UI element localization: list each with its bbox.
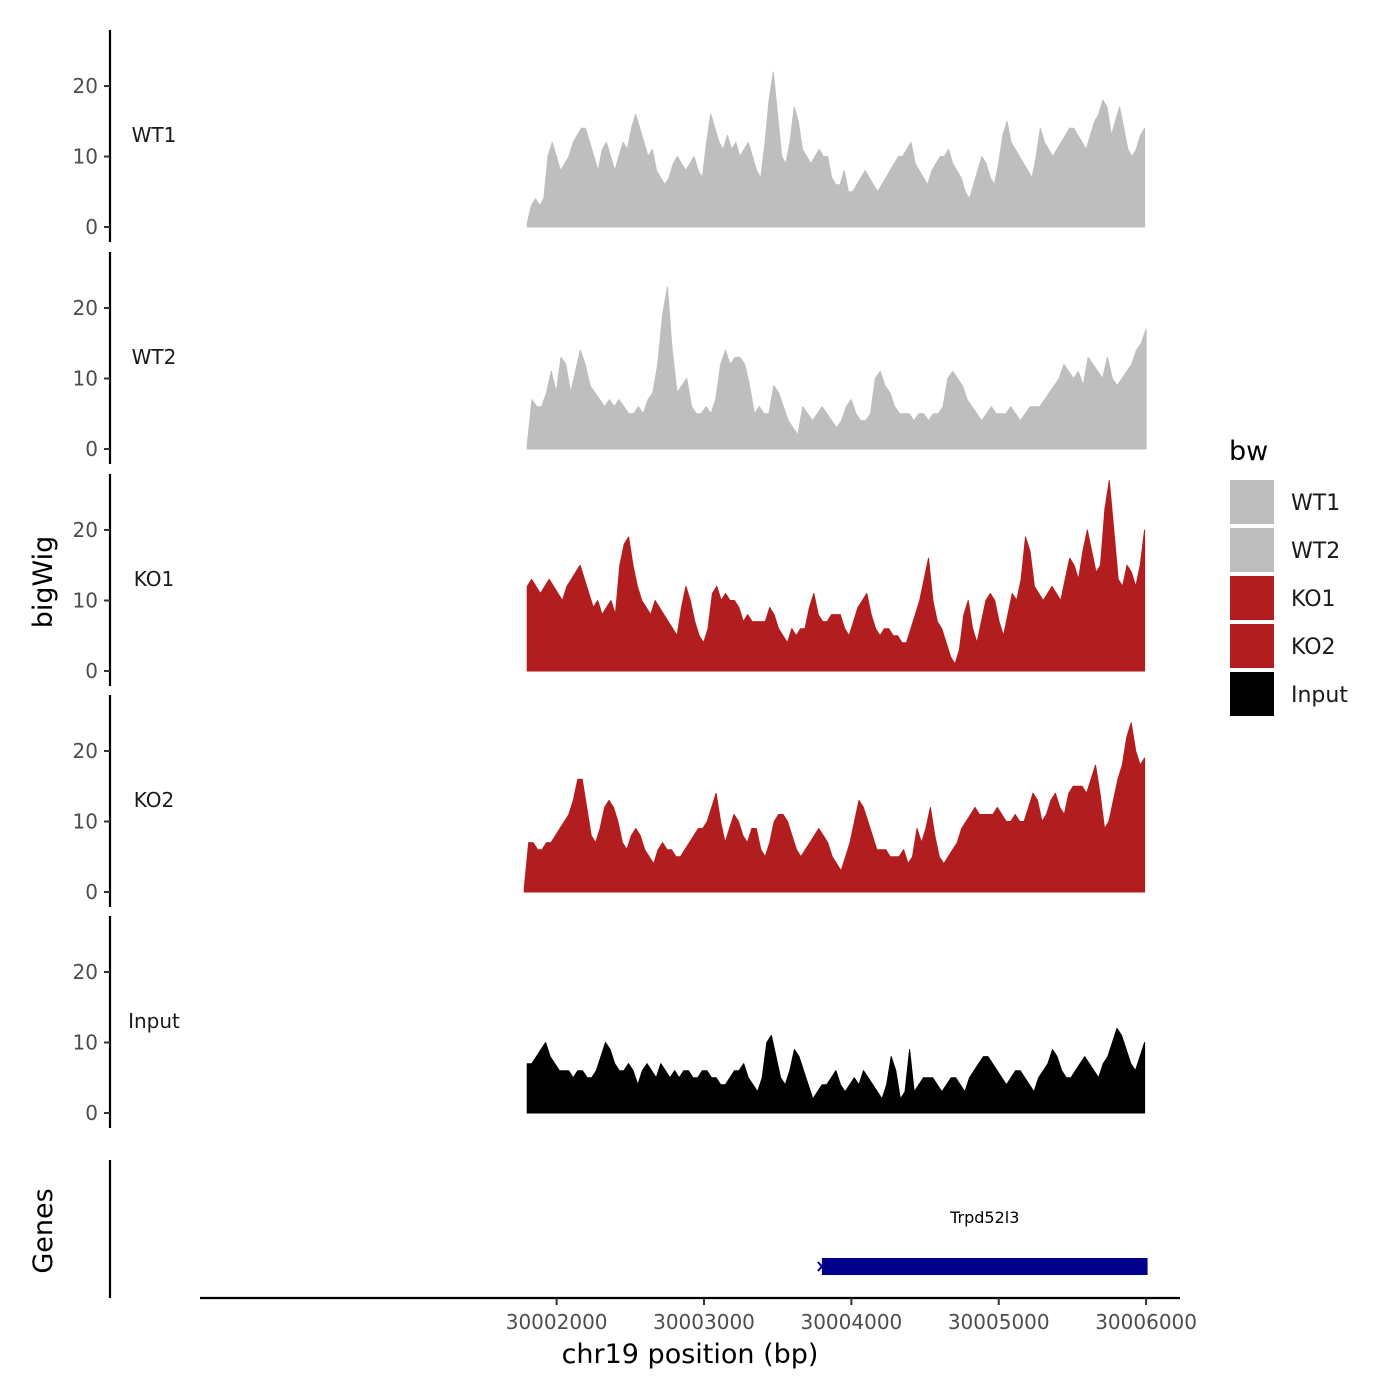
track-label: KO2 [134,788,175,812]
legend: bw WT1 WT2 KO1 KO2 Input [1229,436,1348,716]
gene-label: Trpd52l3 [949,1208,1019,1227]
track-label: Input [128,1009,180,1033]
y-tick-label: 10 [73,810,98,834]
track-wt2: 0 10 20 WT2 [73,252,1147,464]
x-tick-label: 30002000 [506,1310,608,1334]
gene-start-marker [817,1261,827,1272]
y-tick-label: 10 [73,589,98,613]
tracks-layer: 0 10 20 WT1 0 10 20 WT2 0 10 20 KO1 0 10 20 KO2 0 10 20 Inp… [73,30,1147,1128]
area-ko1 [526,480,1146,672]
x-tick-label: 30004000 [800,1310,902,1334]
x-tick-label: 30006000 [1095,1310,1197,1334]
legend-item-input: Input [1230,672,1348,716]
y-tick-label: 10 [73,367,98,391]
track-label: WT1 [132,123,177,147]
y-tick-label: 10 [73,145,98,169]
legend-item-wt2: WT2 [1230,528,1340,572]
track-ko1: 0 10 20 KO1 [73,474,1146,686]
y-tick-label: 0 [85,437,98,461]
area-wt1 [526,71,1146,228]
legend-swatch [1230,624,1274,668]
genes-track: Trpd52l3 [108,1160,1148,1298]
area-ko2 [523,722,1146,893]
legend-label: KO2 [1291,635,1336,660]
y-tick-label: 20 [73,74,98,98]
y-tick-label: 20 [73,739,98,763]
y-tick-label: 0 [85,1101,98,1125]
legend-swatch [1230,528,1274,572]
legend-swatch [1230,672,1274,716]
y-tick-label: 20 [73,960,98,984]
y-tick-label: 20 [73,296,98,320]
y-tick-label: 0 [85,880,98,904]
legend-swatch [1230,480,1274,524]
track-ko2: 0 10 20 KO2 [73,695,1146,907]
genes-axis-title: Genes [28,1188,59,1273]
legend-item-wt1: WT1 [1230,480,1340,524]
gene-body [821,1258,1148,1275]
y-tick-label: 20 [73,518,98,542]
legend-title: bw [1229,436,1268,467]
y-axis-title: bigWig [28,536,59,629]
legend-item-ko2: KO2 [1230,624,1336,668]
y-tick-label: 0 [85,215,98,239]
track-label: KO1 [134,567,175,591]
x-tick-label: 30003000 [653,1310,755,1334]
x-axis-title: chr19 position (bp) [562,1339,819,1370]
y-tick-label: 0 [85,659,98,683]
y-tick-label: 10 [73,1031,98,1055]
legend-item-ko1: KO1 [1230,576,1336,620]
x-axis: 30002000 30003000 30004000 30005000 30006000 [200,1296,1197,1334]
area-wt2 [526,286,1147,450]
track-input: 0 10 20 Input [73,916,1146,1128]
track-wt1: 0 10 20 WT1 [73,30,1146,242]
x-tick-label: 30005000 [948,1310,1050,1334]
legend-swatch [1230,576,1274,620]
area-input [526,1027,1146,1114]
legend-label: Input [1291,683,1348,708]
track-label: WT2 [132,345,177,369]
legend-label: WT2 [1291,539,1340,564]
legend-label: WT1 [1291,491,1340,516]
legend-label: KO1 [1291,587,1336,612]
